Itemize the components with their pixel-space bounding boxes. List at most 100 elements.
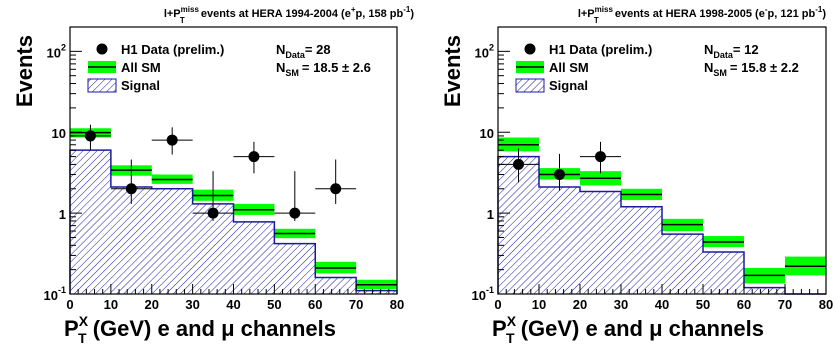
y-tick-exponent: 2 (61, 42, 66, 52)
nsm-subscript: SM (713, 68, 727, 78)
x-axis-label-p: P (492, 316, 507, 341)
x-axis-label: PX T (GeV) e and μ channels (492, 313, 764, 346)
title-superscript: miss (181, 5, 200, 14)
y-tick-base: 10 (480, 126, 494, 141)
x-tick-label: 60 (737, 297, 751, 312)
signal-bin (315, 277, 357, 294)
title-text: ) (822, 8, 826, 20)
signal-bin (539, 187, 580, 294)
title-text: p, 158 pb (356, 8, 404, 20)
signal-bin (662, 234, 703, 294)
y-tick-base: 10 (472, 288, 486, 303)
y-tick-label: 102 (475, 42, 494, 60)
title-text: l+P (578, 8, 595, 20)
title-subscript: T (594, 16, 599, 25)
y-tick-base: 1 (59, 207, 66, 222)
y-tick-label: 10 (52, 126, 66, 141)
legend-data-label: H1 Data (prelim.) (549, 42, 652, 57)
chart-title: l+Pmiss T events at HERA 1998-2005 (e-p, … (578, 5, 827, 25)
x-tick-label: 70 (349, 297, 363, 312)
signal-outline (497, 155, 826, 295)
title-superscript: -1 (403, 5, 411, 14)
title-subscript: T (180, 16, 185, 25)
title-superscript: miss (595, 5, 614, 14)
x-tick-label: 10 (104, 297, 118, 312)
title-text: ) (410, 8, 414, 20)
y-tick-exponent: -1 (58, 285, 66, 295)
data-point (289, 207, 301, 219)
y-axis-label: Events (12, 35, 37, 107)
x-tick-label: 40 (655, 297, 669, 312)
y-tick-label: 10 (480, 126, 494, 141)
x-axis-label-sub: T (78, 330, 87, 346)
x-axis-label-sub: T (506, 330, 515, 346)
legend-signal-label: Signal (121, 78, 160, 93)
legend-signal-label: Signal (549, 78, 588, 93)
ndata-letter: N (704, 42, 713, 57)
x-tick-label: 60 (308, 297, 322, 312)
legend-sm-label: All SM (121, 60, 161, 75)
title-text: p, 121 pb (768, 8, 816, 20)
y-tick-base: 10 (44, 288, 58, 303)
nsm-subscript: SM (285, 68, 299, 78)
title-superscript: + (351, 5, 356, 14)
y-tick-label: 1 (487, 207, 494, 222)
x-tick-label: 20 (145, 297, 159, 312)
chart-title: l+Pmiss T events at HERA 1994-2004 (e+p, … (164, 5, 415, 25)
ndata-subscript: Data (713, 50, 734, 60)
signal-bin (356, 290, 397, 294)
data-point (330, 183, 342, 195)
y-tick-label: 10-1 (472, 285, 494, 303)
data-point (248, 151, 260, 163)
nsm-text: NSM = 18.5 ± 2.6 (276, 60, 371, 78)
data-point (595, 151, 606, 163)
nsm-letter: N (276, 60, 285, 75)
legend-sm-label: All SM (549, 60, 589, 75)
nsm-value: = 18.5 ± 2.6 (302, 60, 371, 75)
ndata-text: NData= 28 (276, 42, 331, 60)
y-tick-base: 10 (52, 126, 66, 141)
title-text: events at HERA 1994-2004 (e (198, 8, 351, 20)
y-tick-label: 102 (47, 42, 66, 60)
x-tick-label: 40 (226, 297, 240, 312)
nsm-text: NSM = 15.8 ± 2.2 (704, 60, 799, 78)
signal-bin (744, 287, 785, 294)
signal-bin (580, 191, 621, 294)
ndata-value: = 12 (733, 42, 759, 57)
y-tick-label: 1 (59, 207, 66, 222)
nsm-letter: N (704, 60, 713, 75)
x-axis-label-p: P (64, 316, 79, 341)
signal-bin (151, 188, 193, 294)
y-tick-exponent: 2 (489, 42, 494, 52)
ndata-value: = 28 (305, 42, 331, 57)
signal-bin (233, 221, 275, 294)
chart-panel-1: l+Pmiss T events at HERA 1994-2004 (e+p, … (12, 5, 414, 346)
title-superscript: -1 (815, 5, 823, 14)
y-tick-base: 1 (487, 207, 494, 222)
legend-data-marker (96, 43, 108, 55)
title-text: l+P (164, 8, 181, 20)
x-axis-label: PX T (GeV) e and μ channels (64, 313, 336, 346)
y-tick-label: 10-1 (44, 285, 66, 303)
signal-bin (70, 150, 111, 294)
data-point (125, 183, 137, 195)
signal-bin (621, 206, 662, 294)
x-tick-label: 30 (185, 297, 199, 312)
y-tick-base: 10 (475, 45, 489, 60)
x-axis-label-text: (GeV) e and μ channels (515, 316, 764, 341)
y-tick-base: 10 (47, 45, 61, 60)
data-point (554, 169, 565, 181)
x-tick-label: 0 (66, 297, 73, 312)
y-axis-label: Events (440, 35, 465, 107)
data-point (513, 158, 524, 170)
title-text: events at HERA 1998-2005 (e (612, 8, 765, 20)
x-tick-label: 50 (696, 297, 710, 312)
x-tick-label: 50 (267, 297, 281, 312)
data-point (207, 207, 219, 219)
title-superscript: - (765, 5, 768, 14)
x-tick-label: 70 (778, 297, 792, 312)
signal-bin (703, 252, 744, 294)
x-axis-label-sup: X (507, 313, 517, 329)
legend-data-label: H1 Data (prelim.) (121, 42, 224, 57)
